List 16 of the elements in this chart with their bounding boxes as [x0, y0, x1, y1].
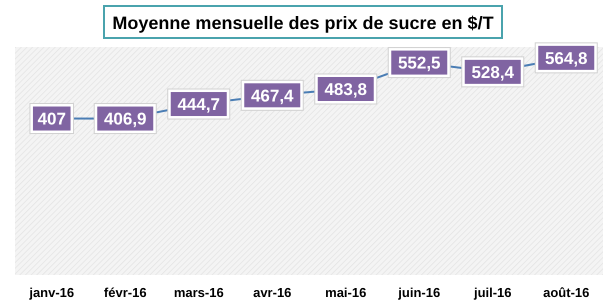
x-tick-label: mai-16	[325, 285, 366, 300]
data-label: 483,8	[324, 80, 368, 99]
x-tick-label: juin-16	[397, 285, 440, 300]
chart-title: Moyenne mensuelle des prix de sucre en $/T	[112, 13, 494, 33]
data-label: 552,5	[398, 54, 441, 73]
data-label: 406,9	[104, 110, 147, 129]
x-tick-label: avr-16	[253, 285, 292, 300]
x-tick-label: janv-16	[28, 285, 74, 300]
x-tick-label: juil-16	[472, 285, 512, 300]
x-tick-label: mars-16	[174, 285, 224, 300]
data-label: 528,4	[471, 62, 515, 82]
data-label: 467,4	[250, 86, 294, 106]
x-tick-label: août-16	[543, 285, 590, 300]
x-tick-label: févr-16	[104, 285, 147, 300]
data-label: 564,8	[544, 48, 588, 68]
data-label: 444,7	[177, 95, 220, 114]
